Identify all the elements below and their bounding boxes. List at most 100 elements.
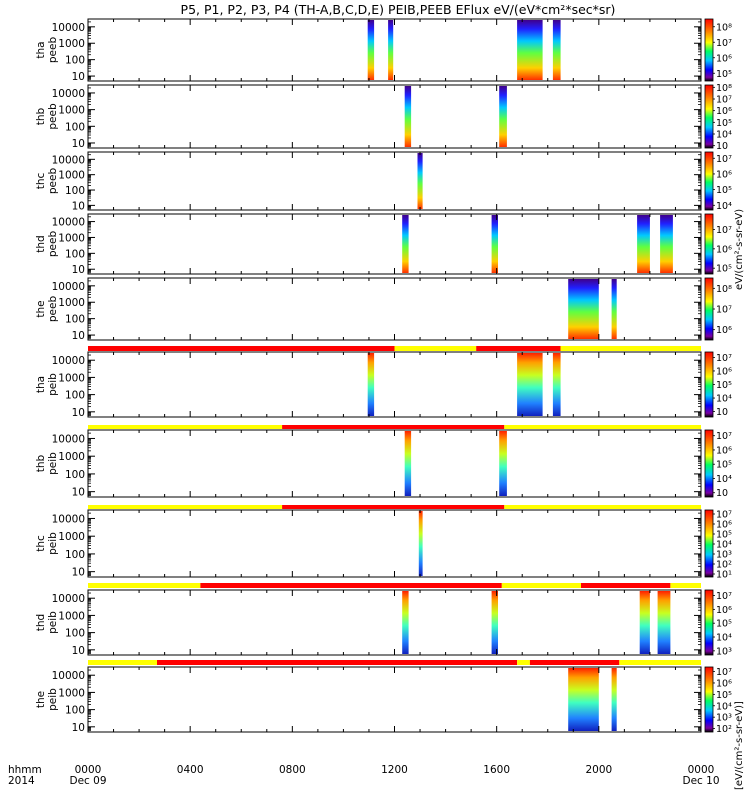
colorbar-tick-label: 10⁶ (716, 678, 732, 689)
colorbar (705, 214, 713, 274)
colorbar (705, 278, 713, 340)
mode-bar-segment (282, 425, 504, 429)
colorbar (705, 85, 713, 148)
colorbar-tick-label: 10⁷ (716, 305, 732, 316)
y-axis-label-product: peib (47, 452, 59, 475)
y-axis-label-product: peeb (47, 296, 59, 323)
panel-group: 10100100010000tha peeb10⁵10⁶10⁷10⁸1010010… (35, 19, 732, 735)
colorbar-tick-label: 10³ (716, 646, 732, 657)
colorbar-tick-label: 10⁵ (716, 264, 732, 275)
colorbar-tick-label: 10⁸ (716, 284, 732, 295)
y-tick-label: 100 (65, 248, 85, 260)
time-tick-label: 1600 (483, 764, 510, 776)
y-tick-label: 10 (72, 487, 85, 499)
y-tick-label: 10 (72, 138, 85, 150)
colorbar-tick-label: 10⁸ (716, 22, 732, 33)
spectrogram-segment (637, 215, 650, 273)
spectrogram-segment (612, 668, 617, 731)
spectrogram-segment (517, 20, 543, 80)
y-tick-label: 100 (65, 469, 85, 481)
y-tick-label: 10 (72, 407, 85, 419)
colorbar-tick-label: 10² (716, 724, 732, 735)
mode-bar-segment (504, 505, 701, 509)
colorbar-tick-label: 10⁵ (716, 69, 732, 80)
panel-thb-peib: 10 100 1000 10000 thb peib 10⁳ 10⁴ 10⁵ 10⁶ 10⁷ (35, 425, 732, 499)
mode-bar-segment (282, 505, 504, 509)
panel-frame (88, 430, 701, 497)
y-tick-label: 1000 (58, 232, 85, 244)
y-axis-label-spacecraft: the (35, 300, 47, 317)
y-tick-label: 10 (72, 567, 85, 579)
spectrogram-segment (402, 215, 408, 273)
y-tick-label: 10000 (52, 593, 85, 605)
y-axis-label-spacecraft: tha (35, 41, 47, 58)
colorbar-tick-label: 10⁴ (716, 201, 732, 212)
colorbar-tick-label: 10⁴ (716, 474, 732, 485)
y-axis-label-spacecraft: the (35, 691, 47, 708)
y-tick-label: 10 (72, 722, 85, 734)
colorbar (705, 667, 713, 732)
colorbar-tick-label: 10⁶ (716, 325, 732, 336)
colorbar-tick-label: 10⁶ (716, 605, 732, 616)
colorbar (705, 19, 713, 81)
panel-frame (88, 19, 701, 81)
colorbar-tick-label: 10⁵ (716, 690, 732, 701)
spectrogram-segment (658, 591, 671, 654)
y-axis-label-product: peeb (47, 37, 59, 64)
y-axis-label-spacecraft: tha (35, 376, 47, 393)
panel-thd-peib: 10100100010000thd peib10³10⁴10⁵10⁶10⁷ (35, 583, 732, 657)
mode-bar-segment (88, 425, 282, 429)
y-tick-label: 10 (72, 71, 85, 83)
colorbar-tick-label: 10⁵ (716, 118, 732, 129)
mode-bar-segment (561, 346, 702, 351)
y-tick-label: 100 (65, 314, 85, 326)
y-tick-label: 10 (72, 645, 85, 657)
colorbar-tick-label: 10⁷ (716, 225, 732, 236)
mode-bar-segment (200, 583, 501, 588)
mode-bar-segment (88, 346, 395, 351)
mode-bar-segment (476, 346, 560, 351)
y-axis-label-spacecraft: thb (35, 454, 47, 472)
spectrogram-segment (640, 591, 650, 654)
y-tick-label: 1000 (58, 297, 85, 309)
y-tick-label: 1000 (58, 38, 85, 50)
colorbar-tick-label: 10⁴ (716, 701, 732, 712)
y-tick-label: 10000 (52, 154, 85, 166)
panel-thb-peeb: 10 100 1000 10000 thb peeb 10⁳10⁴10⁵10⁶10⁷10⁸ (35, 83, 732, 152)
colorbar-tick-label: 10⁳ (716, 407, 728, 418)
y-tick-label: 10 (72, 330, 85, 342)
y-tick-label: 10000 (52, 513, 85, 525)
y-tick-label: 100 (65, 549, 85, 561)
colorbar-tick-label: 10⁴ (716, 130, 732, 141)
colorbar-tick-label: 10⁶ (716, 169, 732, 180)
panel-frame (88, 590, 701, 655)
colorbar-tick-label: 10⁷ (716, 353, 732, 364)
colorbar-tick-label: 10⁶ (716, 106, 732, 117)
colorbar-tick-label: 10⁳ (716, 488, 728, 499)
y-axis-label-spacecraft: thc (35, 535, 47, 552)
mode-bar-segment (157, 660, 517, 665)
y-tick-label: 100 (65, 390, 85, 402)
y-axis-label-spacecraft: thc (35, 173, 47, 190)
spectrogram-segment (612, 279, 617, 339)
colorbar-tick-label: 10⁶ (716, 53, 732, 64)
mode-bar-segment (619, 660, 701, 665)
y-tick-label: 100 (65, 55, 85, 67)
colorbar-unit-label-ion: [eV/(cm²-s-sr-eV)] (734, 701, 745, 790)
spectrogram-segment (419, 511, 423, 576)
colorbar-unit-label-electron: eV/(cm²-s-sr-eV) (734, 209, 745, 290)
panel-frame (88, 85, 701, 148)
colorbar-tick-label: 10⁷ (716, 591, 732, 602)
y-tick-label: 10000 (52, 281, 85, 293)
colorbar-tick-label: 10⁳ (716, 141, 728, 152)
y-tick-label: 100 (65, 705, 85, 717)
date-label: Dec 10 (682, 775, 719, 787)
panel-the-peeb: 10 100 1000 10000 the peeb 10⁶ 10⁷ 10⁸ (35, 278, 732, 342)
y-tick-label: 10 (72, 264, 85, 276)
spectrogram-segment (660, 215, 673, 273)
colorbar (705, 430, 713, 497)
colorbar-tick-label: 10³ (716, 713, 732, 724)
y-tick-label: 1000 (58, 372, 85, 384)
y-axis-label-product: peib (47, 611, 59, 634)
mode-bar-segment (504, 425, 701, 429)
